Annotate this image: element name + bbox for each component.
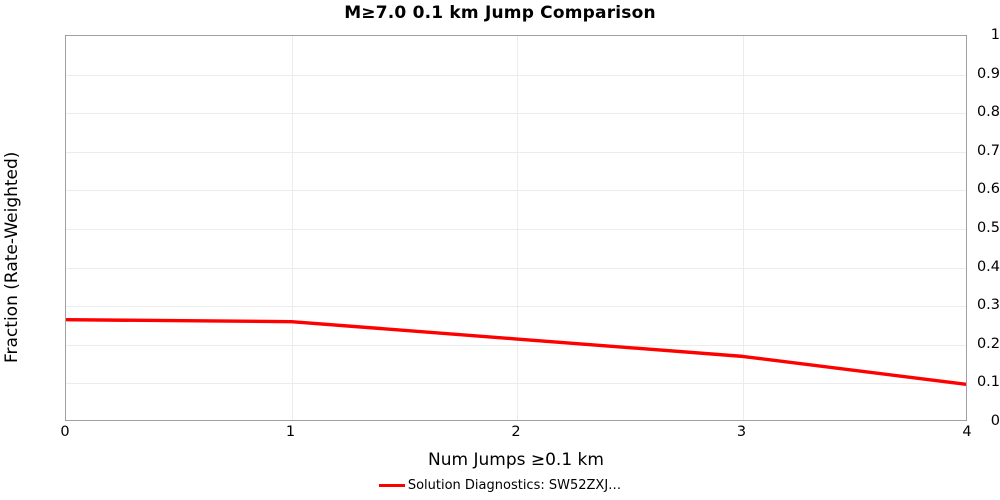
- x-axis-tick-label: 1: [285, 424, 296, 440]
- series-line-chart: [66, 318, 966, 387]
- y-axis-tick-label: 0.2: [976, 335, 1000, 352]
- gridline-horizontal: [66, 344, 966, 346]
- x-axis-tick-label: 2: [511, 424, 521, 440]
- y-axis-tick-label: 0.3: [976, 297, 1000, 314]
- y-axis-tick-label: 0.9: [976, 65, 1000, 82]
- y-axis-tick-label: 0: [990, 413, 1000, 429]
- y-axis-tick-label: 0.6: [976, 181, 1000, 198]
- page-title: M≥7.0 0.1 km Jump Comparison: [344, 3, 656, 23]
- y-axis-tick-label: 0.8: [976, 104, 1000, 121]
- gridline-horizontal: [66, 383, 966, 385]
- gridline-horizontal: [66, 229, 966, 230]
- plot-area: [65, 35, 967, 421]
- y-axis-tick-label: 0.5: [976, 220, 1000, 236]
- x-axis-title: Num Jumps ≥0.1 km: [428, 450, 604, 470]
- series-line: [66, 318, 966, 387]
- gridline-vertical: [291, 36, 293, 420]
- gridline-horizontal: [66, 151, 966, 153]
- gridline-horizontal: [66, 74, 966, 76]
- x-axis-tick-label: 4: [962, 424, 972, 440]
- x-axis-tick-label: 0: [60, 424, 70, 440]
- y-axis-tick-label: 0.4: [976, 258, 1000, 275]
- x-axis-tick-label: 3: [736, 424, 747, 440]
- gridline-horizontal: [66, 267, 966, 269]
- legend-item-label: Solution Diagnostics: SW52ZXJ…: [407, 478, 622, 493]
- y-axis-tick-label: 1: [990, 27, 1000, 43]
- y-axis-tick-label: 0.1: [976, 374, 1000, 391]
- gridline-vertical: [742, 36, 744, 420]
- legend-line-swatch-icon: [378, 484, 405, 487]
- chart-legend: Solution Diagnostics: SW52ZXJ…: [0, 478, 1000, 493]
- gridline-vertical: [517, 36, 518, 420]
- y-axis-title: Fraction (Rate-Weighted): [2, 151, 22, 363]
- gridline-horizontal: [66, 306, 966, 308]
- gridline-horizontal: [66, 190, 966, 192]
- gridline-horizontal: [66, 113, 966, 115]
- y-axis-tick-label: 0.7: [976, 142, 1000, 159]
